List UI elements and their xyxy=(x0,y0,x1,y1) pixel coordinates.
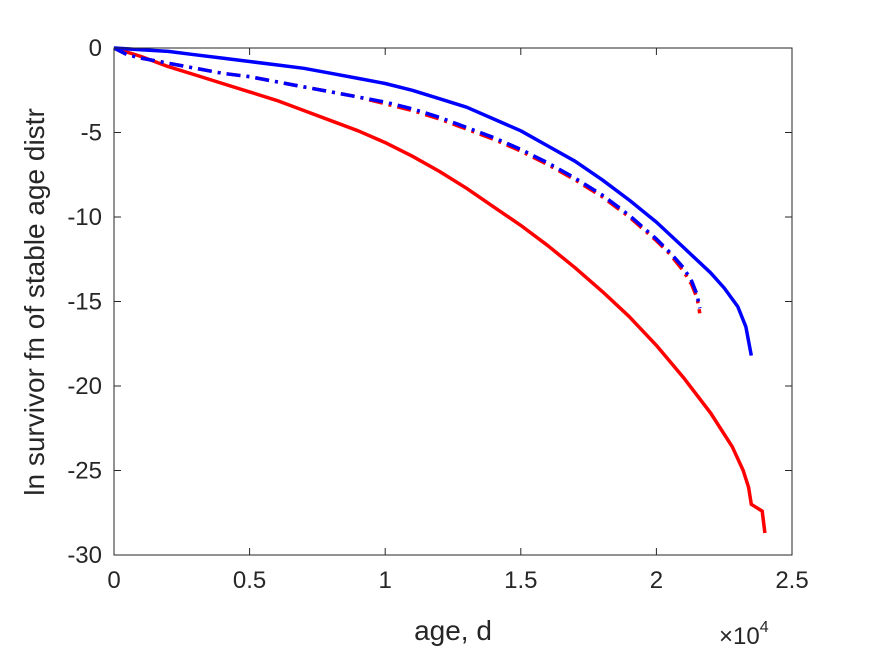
y-tick-label: -5 xyxy=(81,120,102,147)
y-tick-label: -20 xyxy=(67,373,102,400)
y-tick-label: -30 xyxy=(67,542,102,569)
x-tick-label: 1.5 xyxy=(504,567,537,594)
y-tick-label: 0 xyxy=(89,35,102,62)
x-tick-label: 2.5 xyxy=(775,567,808,594)
x-tick-label: 2 xyxy=(650,567,663,594)
series-line-3 xyxy=(113,46,702,309)
series-line-1 xyxy=(113,46,767,534)
x-exponent-power: 4 xyxy=(760,619,769,636)
y-tick-label: -10 xyxy=(67,204,102,231)
series-line-4 xyxy=(113,46,754,356)
plot-area xyxy=(114,48,792,555)
x-axis-label: age, d xyxy=(414,615,492,646)
x-tick-label: 1 xyxy=(379,567,392,594)
y-axis-label: ln survivor fn of stable age distr xyxy=(19,108,50,496)
y-tick-label: -25 xyxy=(67,458,102,485)
x-exponent-base: ×10 xyxy=(719,623,760,650)
x-exponent-label: ×104 xyxy=(719,619,769,650)
series-layer xyxy=(113,46,767,534)
x-tick-label: 0 xyxy=(107,567,120,594)
x-tick-label: 0.5 xyxy=(233,567,266,594)
y-tick-label: -15 xyxy=(67,289,102,316)
tick-layer: 0 0.5 1 1.5 2 2.5 0 -5 -10 -15 -20 -25 -30 xyxy=(67,35,808,594)
